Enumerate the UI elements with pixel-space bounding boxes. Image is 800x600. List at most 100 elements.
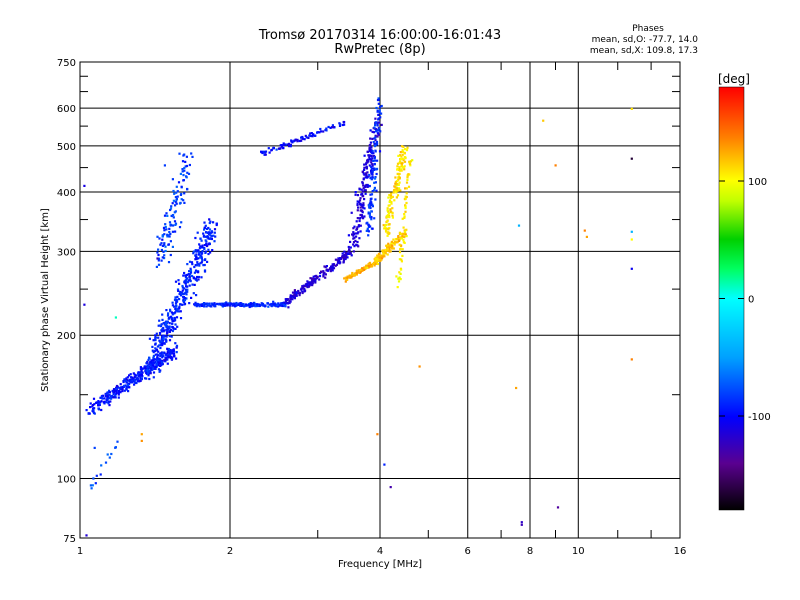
data-point <box>130 378 133 381</box>
data-point <box>178 226 182 229</box>
data-point <box>159 243 162 246</box>
data-point <box>367 225 370 228</box>
data-point <box>247 304 250 307</box>
data-point <box>361 181 364 184</box>
data-point <box>235 303 238 306</box>
data-point <box>169 310 172 313</box>
data-point <box>160 259 163 262</box>
data-point <box>395 184 398 187</box>
data-point <box>371 157 374 160</box>
data-point <box>125 386 128 389</box>
data-point <box>394 176 397 179</box>
data-point <box>170 315 173 318</box>
data-point <box>181 168 184 171</box>
data-point <box>165 329 168 332</box>
data-point <box>249 303 252 306</box>
data-point <box>140 369 143 372</box>
data-point <box>380 112 383 115</box>
data-point <box>322 273 325 277</box>
plot-frame <box>79 61 681 539</box>
data-point <box>371 171 374 174</box>
data-point <box>372 167 375 170</box>
data-point <box>289 294 292 297</box>
data-point <box>119 386 122 390</box>
data-point <box>388 245 391 248</box>
data-point <box>244 303 248 306</box>
data-point <box>383 463 386 466</box>
data-point <box>395 182 398 185</box>
data-point <box>164 358 167 361</box>
data-point <box>380 258 383 261</box>
data-point <box>314 275 317 278</box>
data-point <box>398 276 401 279</box>
data-point <box>387 242 390 245</box>
data-point <box>391 214 394 217</box>
data-point <box>169 308 172 311</box>
data-point <box>402 226 405 229</box>
data-point <box>319 127 322 131</box>
data-point <box>164 353 167 356</box>
data-point <box>369 264 372 267</box>
data-point <box>114 446 117 449</box>
data-point <box>209 305 213 308</box>
data-point <box>368 206 371 209</box>
data-point <box>366 266 369 269</box>
data-point <box>184 160 187 163</box>
data-point <box>188 270 191 273</box>
data-point <box>207 303 210 306</box>
data-point <box>188 302 191 305</box>
data-point <box>194 258 197 261</box>
data-point <box>358 199 362 202</box>
data-point <box>315 277 318 280</box>
data-point <box>173 298 177 301</box>
data-point <box>379 259 382 262</box>
data-point <box>393 240 397 243</box>
data-point <box>374 139 377 142</box>
data-point <box>167 350 170 353</box>
data-point <box>166 314 170 317</box>
data-point <box>388 248 391 251</box>
data-point <box>160 340 163 343</box>
data-point <box>169 207 173 210</box>
data-point <box>157 368 160 371</box>
data-point <box>338 262 341 265</box>
data-point <box>179 290 182 294</box>
data-point <box>353 273 356 276</box>
data-point <box>159 343 162 346</box>
data-point <box>630 238 633 241</box>
data-point <box>293 297 296 300</box>
data-point <box>184 276 187 279</box>
data-point <box>397 239 401 242</box>
data-point <box>368 154 371 157</box>
data-point <box>399 158 403 161</box>
data-point <box>154 350 157 353</box>
data-point <box>199 254 202 257</box>
data-point <box>263 305 267 308</box>
data-point <box>160 352 163 355</box>
data-point <box>99 401 102 404</box>
data-point <box>169 223 172 226</box>
data-point <box>92 410 95 413</box>
phase-stat-o: mean, sd,O: -77.7, 14.0 <box>592 35 699 45</box>
data-point <box>378 127 381 130</box>
data-point <box>366 227 369 230</box>
data-point <box>159 333 162 336</box>
data-point <box>197 278 200 281</box>
data-point <box>357 225 360 228</box>
data-point <box>365 229 368 232</box>
data-point <box>327 125 330 129</box>
data-point <box>356 232 359 235</box>
data-point <box>367 263 370 266</box>
data-point <box>205 240 208 243</box>
data-point <box>409 164 412 167</box>
data-point <box>293 293 296 296</box>
data-point <box>154 336 158 339</box>
data-point <box>208 221 211 225</box>
data-point <box>213 302 216 305</box>
data-point <box>307 285 310 288</box>
data-point <box>309 134 312 138</box>
data-point <box>147 358 150 361</box>
data-point <box>169 240 172 243</box>
data-point <box>160 363 163 366</box>
data-point <box>155 348 158 351</box>
